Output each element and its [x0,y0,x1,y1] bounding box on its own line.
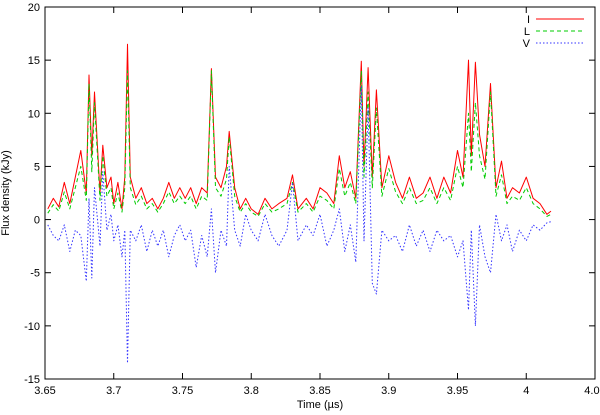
x-tick-label: 4.05 [584,385,600,397]
x-tick-labels: 3.65 3.7 3.75 3.8 3.85 3.9 3.95 4 4.05 [34,385,600,397]
x-tick-label: 3.75 [172,385,193,397]
series-line-L [47,70,552,217]
x-tick-label: 3.9 [381,385,396,397]
y-tick-label: 5 [34,161,40,173]
legend: ILV [523,14,584,50]
series-line-I [47,43,552,215]
x-axis-label: Time (µs) [297,399,343,411]
x-tick-label: 3.7 [106,385,121,397]
legend-label-V: V [523,38,531,50]
legend-label-L: L [524,26,530,38]
y-tick-label: -5 [30,268,40,280]
y-tick-label: -10 [24,321,40,333]
x-tick-label: 3.65 [34,385,55,397]
y-tick-labels: -15 -10 -5 0 5 10 15 20 [24,2,40,386]
x-tick-label: 3.8 [244,385,259,397]
legend-label-I: I [527,14,530,26]
x-tick-label: 3.95 [447,385,468,397]
y-tick-label: 15 [28,55,40,67]
axis-ticks [44,6,596,380]
y-tick-label: -15 [24,374,40,386]
y-tick-label: 0 [34,215,40,227]
x-tick-label: 4 [523,385,529,397]
series-line-V [47,86,552,364]
x-tick-label: 3.85 [309,385,330,397]
y-axis-label: Flux density (kJy) [0,150,12,236]
series-layer [47,43,552,364]
y-tick-label: 10 [28,108,40,120]
y-tick-label: 20 [28,2,40,14]
